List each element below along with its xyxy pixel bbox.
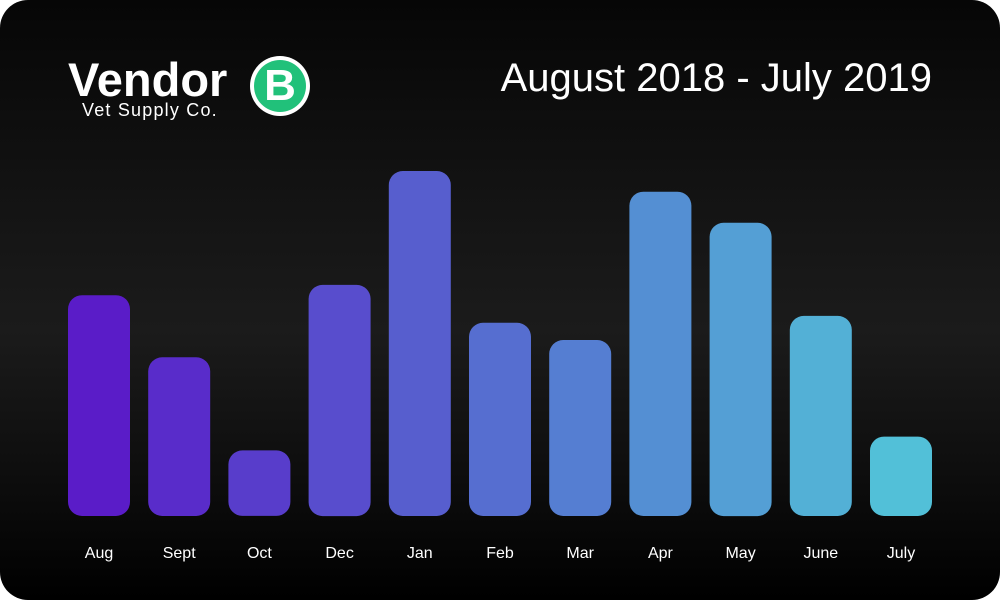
x-tick-label-may: May (725, 545, 755, 562)
x-tick-label-feb: Feb (486, 545, 514, 562)
bar-may (709, 222, 772, 517)
bar-july (870, 436, 932, 516)
x-tick-label-dec: Dec (325, 545, 353, 562)
x-tick-label-sept: Sept (163, 545, 196, 562)
logo-badge-letter: B (254, 60, 306, 112)
x-tick-label-july: July (887, 545, 915, 562)
logo-tagline: Vet Supply Co. (82, 100, 218, 120)
x-tick-label-oct: Oct (247, 545, 272, 562)
x-tick-label-mar: Mar (566, 545, 594, 562)
bar-feb (469, 322, 531, 516)
bar-apr (629, 191, 692, 516)
x-tick-label-jan: Jan (407, 545, 433, 562)
bar-aug (68, 295, 130, 516)
bar-june (789, 315, 852, 516)
bar-dec (308, 284, 371, 517)
x-tick-label-apr: Apr (648, 545, 674, 562)
chart-title: August 2018 - July 2019 (500, 56, 932, 100)
logo-wordmark: Vendor (68, 53, 228, 106)
bar-oct (228, 450, 291, 516)
x-tick-label-june: June (803, 545, 838, 562)
bar-mar (549, 340, 612, 516)
bar-jan (388, 171, 451, 516)
vendor-logo: Vendor B Vet Supply Co. (68, 52, 328, 132)
x-tick-label-aug: Aug (85, 545, 113, 562)
logo-badge-icon: B (250, 56, 310, 116)
bar-sept (148, 357, 211, 516)
